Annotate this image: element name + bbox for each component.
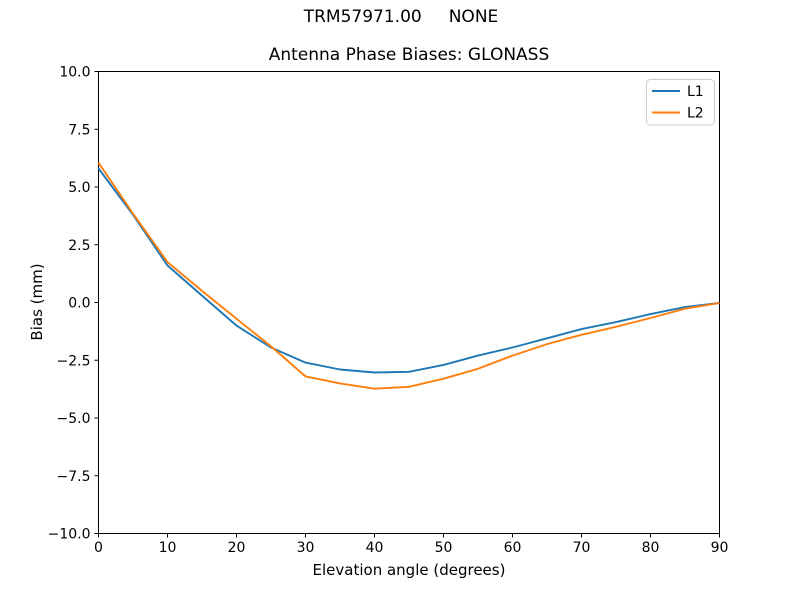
y-tick-label: 2.5 [68,238,90,254]
y-tick-label: −5.0 [57,411,91,427]
figure-suptitle: TRM57971.00 NONE [303,7,499,27]
x-tick-label: 90 [711,540,729,556]
x-tick-label: 60 [504,540,522,556]
series-line-l1 [97,167,720,374]
x-tick-label: 40 [366,540,384,556]
y-tick-label: 10.0 [59,65,90,81]
axes-frame [98,71,720,534]
y-tick-label: −10.0 [48,527,91,543]
y-tick-label: −7.5 [57,469,91,485]
x-tick-label: 10 [159,540,177,556]
legend-entry-label: L2 [687,106,704,122]
legend-box [646,79,715,126]
x-tick-label: 50 [435,540,453,556]
x-tick-label: 80 [642,540,660,556]
x-tick-label: 30 [297,540,315,556]
y-tick-label: 0.0 [68,296,90,312]
y-tick-label: −2.5 [57,353,91,369]
x-tick-label: 0 [94,540,103,556]
legend-entry-label: L1 [687,84,704,100]
x-tick-label: 20 [228,540,246,556]
y-tick-label: 5.0 [68,180,90,196]
x-tick-label: 70 [573,540,591,556]
y-tick-label: 7.5 [68,122,90,138]
series-line-l2 [97,162,720,390]
x-axis-label: Elevation angle (degrees) [312,561,506,579]
y-axis-label: Bias (mm) [28,263,46,341]
axes-title: Antenna Phase Biases: GLONASS [268,45,550,65]
